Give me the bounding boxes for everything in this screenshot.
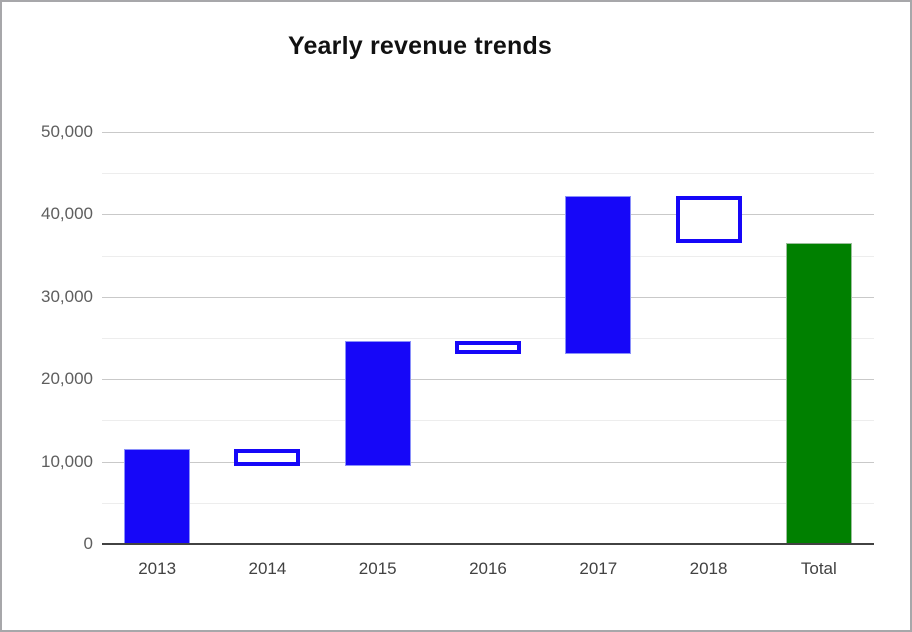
x-axis-tick-label-total: Total bbox=[800, 559, 837, 578]
waterfall-bar-2017[interactable] bbox=[565, 196, 632, 354]
x-axis-tick-label-2014: 2014 bbox=[248, 559, 287, 578]
waterfall-bar-2014[interactable] bbox=[234, 449, 301, 466]
waterfall-bar-2018[interactable] bbox=[675, 196, 742, 244]
y-axis-tick-label: 0 bbox=[83, 534, 93, 553]
y-axis-tick-label: 40,000 bbox=[41, 204, 93, 224]
major-gridline bbox=[102, 296, 874, 298]
minor-gridline bbox=[102, 420, 874, 422]
x-axis-tick-label-2013: 2013 bbox=[138, 559, 177, 578]
x-axis-tick-label-2015: 2015 bbox=[358, 559, 397, 578]
y-axis-tick-label: 50,000 bbox=[41, 122, 93, 141]
plot-area bbox=[102, 132, 874, 545]
major-gridline bbox=[102, 379, 874, 381]
chart-title: Yearly revenue trends bbox=[287, 32, 553, 60]
x-axis-tick-label-2018: 2018 bbox=[689, 559, 728, 578]
major-gridline bbox=[102, 214, 874, 216]
y-axis-tick-label: 30,000 bbox=[41, 286, 93, 306]
waterfall-bar-2016[interactable] bbox=[455, 341, 521, 354]
x-axis-tick-label-2017: 2017 bbox=[579, 559, 618, 578]
minor-gridline bbox=[102, 338, 874, 339]
major-gridline bbox=[102, 132, 874, 133]
minor-gridline bbox=[102, 173, 874, 175]
waterfall-bar-2013[interactable] bbox=[124, 449, 191, 544]
y-axis-tick-label: 20,000 bbox=[41, 369, 93, 389]
y-axis-tick-label: 10,000 bbox=[41, 451, 93, 471]
major-gridline bbox=[102, 461, 874, 463]
waterfall-bar-2015[interactable] bbox=[344, 341, 411, 466]
waterfall-bar-total[interactable] bbox=[785, 243, 852, 544]
minor-gridline bbox=[102, 255, 874, 257]
minor-gridline bbox=[102, 502, 874, 504]
x-axis-baseline bbox=[102, 543, 874, 545]
x-axis-tick-label-2016: 2016 bbox=[469, 559, 507, 578]
